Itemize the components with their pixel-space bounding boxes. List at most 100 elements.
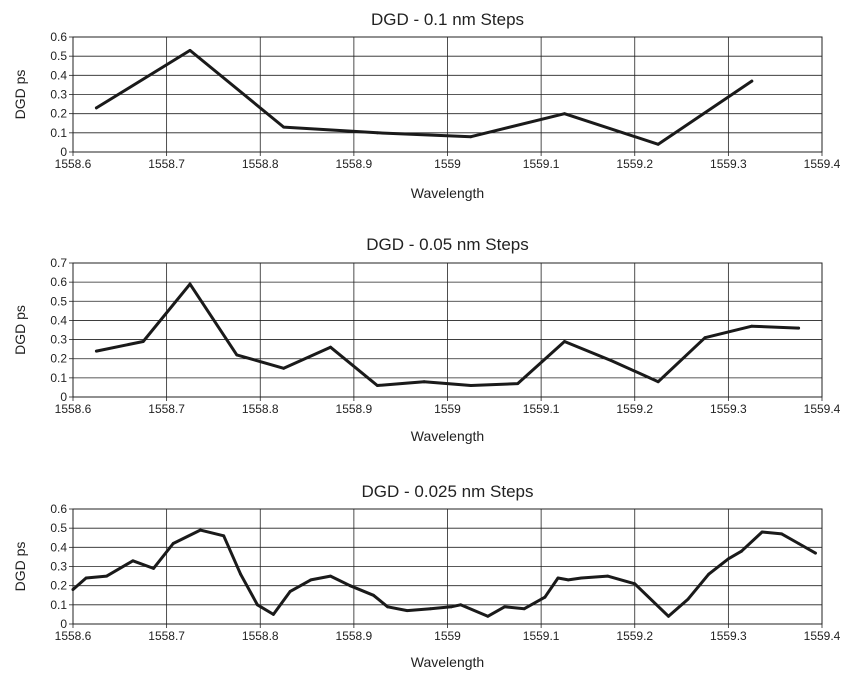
data-point xyxy=(405,609,409,612)
y-tick-label: 0.1 xyxy=(50,598,67,612)
x-tick-label: 1559.2 xyxy=(616,157,653,171)
x-tick-label: 1559.3 xyxy=(710,629,747,643)
data-point xyxy=(282,125,286,129)
data-point xyxy=(329,345,332,349)
x-tick-label: 1559.1 xyxy=(523,157,560,171)
data-point xyxy=(309,578,313,582)
data-point xyxy=(84,576,88,580)
y-tick-label: 0.1 xyxy=(50,371,67,385)
data-point xyxy=(469,135,473,139)
y-tick-label: 0.6 xyxy=(50,502,67,516)
data-point xyxy=(760,530,764,534)
data-point xyxy=(375,384,379,387)
data-point xyxy=(686,597,690,601)
y-tick-label: 0.2 xyxy=(50,107,67,121)
x-tick-label: 1558.7 xyxy=(148,402,185,416)
x-axis-label: Wavelength xyxy=(411,428,484,444)
data-point xyxy=(329,574,332,578)
data-point xyxy=(282,366,286,370)
data-point xyxy=(131,559,135,563)
data-point xyxy=(429,607,432,611)
data-point xyxy=(522,607,526,611)
data-point xyxy=(814,551,817,555)
data-point xyxy=(606,574,609,578)
data-point xyxy=(288,590,292,593)
series-line xyxy=(94,48,754,146)
data-point xyxy=(95,106,98,110)
y-tick-label: 0.3 xyxy=(50,333,67,347)
x-tick-label: 1558.7 xyxy=(148,629,185,643)
y-tick-label: 0.4 xyxy=(50,68,67,82)
y-tick-label: 0.5 xyxy=(50,49,67,63)
y-tick-label: 0.3 xyxy=(50,560,67,574)
data-point xyxy=(198,528,202,532)
data-point xyxy=(188,49,192,52)
data-point xyxy=(609,359,613,362)
data-point xyxy=(580,576,583,580)
data-point xyxy=(656,142,660,146)
x-tick-label: 1559.4 xyxy=(804,402,841,416)
data-point xyxy=(667,614,670,618)
y-tick-label: 0.5 xyxy=(50,294,67,308)
x-tick-label: 1559.2 xyxy=(616,402,653,416)
data-point xyxy=(459,603,462,607)
x-tick-label: 1558.8 xyxy=(242,629,279,643)
x-tick-label: 1559.2 xyxy=(616,629,653,643)
plot-area-frame xyxy=(72,262,823,398)
x-tick-label: 1559 xyxy=(434,157,461,171)
y-tick-label: 0.4 xyxy=(50,540,67,554)
data-point xyxy=(95,349,98,353)
y-tick-label: 0.6 xyxy=(50,30,67,44)
x-tick-label: 1558.9 xyxy=(336,629,373,643)
data-point xyxy=(543,595,547,599)
data-point xyxy=(141,340,145,343)
plot-area-frame xyxy=(72,36,823,153)
y-tick-label: 0.2 xyxy=(50,352,67,366)
y-tick-label: 0.2 xyxy=(50,579,67,593)
data-point xyxy=(556,576,560,580)
chart-title: DGD - 0.025 nm Steps xyxy=(362,482,534,501)
data-point xyxy=(780,532,784,536)
data-point xyxy=(188,282,192,286)
data-point xyxy=(272,613,275,616)
y-tick-label: 0.1 xyxy=(50,126,67,140)
y-tick-label: 0.4 xyxy=(50,313,67,327)
data-point xyxy=(386,605,389,609)
data-point xyxy=(71,588,75,591)
x-tick-label: 1559.4 xyxy=(804,629,841,643)
data-point xyxy=(375,131,379,135)
plot-area-frame xyxy=(72,508,823,625)
data-point xyxy=(750,79,754,83)
x-tick-label: 1558.6 xyxy=(55,402,92,416)
y-tick-label: 0.3 xyxy=(50,88,67,102)
data-point xyxy=(740,549,743,553)
data-point xyxy=(256,603,259,607)
x-tick-label: 1558.7 xyxy=(148,157,185,171)
data-point xyxy=(449,605,453,609)
data-point xyxy=(797,542,800,545)
x-tick-label: 1558.8 xyxy=(242,402,279,416)
data-point xyxy=(656,380,660,384)
data-point xyxy=(566,578,570,582)
y-tick-label: 0 xyxy=(60,617,67,631)
x-tick-label: 1559 xyxy=(434,402,461,416)
x-axis-label: Wavelength xyxy=(411,185,484,201)
y-tick-label: 0 xyxy=(60,390,67,404)
chart-title: DGD - 0.05 nm Steps xyxy=(366,235,529,254)
x-tick-label: 1559.3 xyxy=(710,402,747,416)
chart-panel-1: DGD - 0.1 nm Steps 0 0.1 0.2 0.3 0.4 0.5 0.6 155… xyxy=(12,10,841,201)
data-point xyxy=(563,112,566,116)
data-point xyxy=(563,340,566,343)
data-point xyxy=(750,324,754,328)
chart-title: DGD - 0.1 nm Steps xyxy=(371,10,524,29)
x-tick-label: 1559.1 xyxy=(523,402,560,416)
chart-panel-3: DGD - 0.025 nm Steps 0 0.1 0.2 0.3 0.4 0.5 0.6 1… xyxy=(12,482,841,670)
y-tick-label: 0.5 xyxy=(50,521,67,535)
data-point xyxy=(503,605,506,609)
x-tick-label: 1558.9 xyxy=(336,157,373,171)
data-point xyxy=(239,572,243,576)
data-point xyxy=(486,614,490,618)
series-line xyxy=(94,282,801,387)
y-tick-label: 0.7 xyxy=(50,256,67,270)
